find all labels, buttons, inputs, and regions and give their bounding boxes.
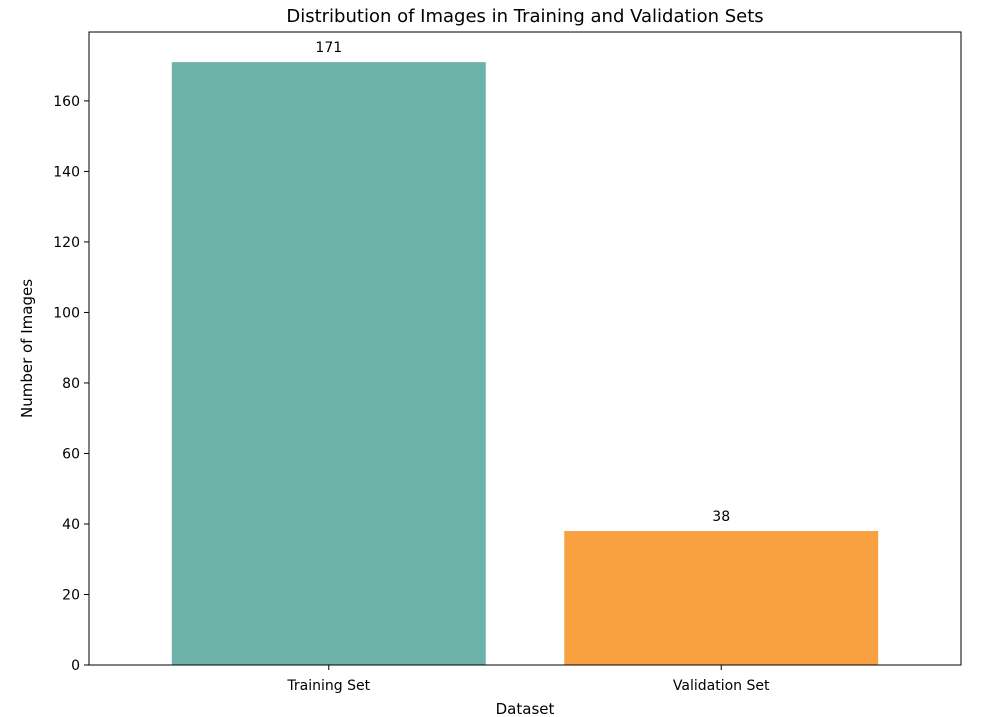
- bars: [171, 62, 879, 665]
- data-labels: 171 38: [315, 40, 730, 525]
- y-tick-label: 60: [62, 446, 80, 462]
- data-label-validation-set: 38: [712, 509, 730, 525]
- x-tick-label: Training Set: [286, 678, 370, 694]
- chart-title: Distribution of Images in Training and V…: [286, 6, 763, 27]
- y-tick-label: 20: [62, 587, 80, 603]
- bar-validation-set: [564, 531, 879, 665]
- y-tick-label: 160: [53, 94, 80, 110]
- bar-training-set: [171, 62, 486, 665]
- y-tick-label: 100: [53, 305, 80, 321]
- y-tick-label: 120: [53, 235, 80, 251]
- x-tick-label: Validation Set: [673, 678, 770, 694]
- y-axis-ticks: 0 20 40 60 80 100 120 140 160: [53, 94, 89, 674]
- plot-area-frame: [88, 31, 962, 666]
- y-tick-label: 80: [62, 376, 80, 392]
- y-tick-label: 140: [53, 164, 80, 180]
- y-tick-label: 40: [62, 517, 80, 533]
- data-label-training-set: 171: [315, 40, 342, 56]
- y-tick-label: 0: [71, 658, 80, 674]
- x-axis-label: Dataset: [496, 700, 555, 717]
- y-axis-label: Number of Images: [18, 279, 36, 418]
- x-axis-ticks: Training Set Validation Set: [286, 665, 770, 694]
